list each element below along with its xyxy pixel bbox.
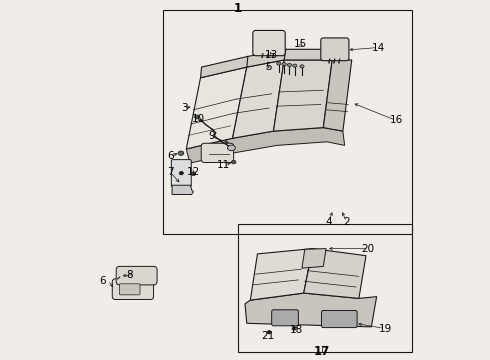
Polygon shape (302, 249, 326, 268)
Text: 11: 11 (217, 160, 230, 170)
Ellipse shape (300, 65, 304, 68)
Text: 4: 4 (325, 217, 332, 227)
FancyBboxPatch shape (271, 310, 298, 326)
Text: 6: 6 (99, 276, 106, 285)
Text: 6: 6 (167, 151, 173, 161)
Text: 16: 16 (390, 116, 403, 126)
FancyBboxPatch shape (253, 31, 285, 56)
Ellipse shape (293, 64, 297, 67)
Polygon shape (323, 60, 352, 131)
Text: 5: 5 (265, 62, 271, 72)
Ellipse shape (282, 63, 286, 66)
Ellipse shape (292, 327, 296, 330)
Polygon shape (304, 249, 366, 298)
Ellipse shape (191, 172, 196, 176)
Bar (238, 224, 412, 352)
Polygon shape (250, 249, 313, 300)
Polygon shape (245, 293, 377, 327)
Text: 1: 1 (234, 2, 242, 15)
Text: 15: 15 (294, 39, 307, 49)
Polygon shape (172, 185, 194, 194)
Text: 17: 17 (314, 345, 330, 357)
FancyBboxPatch shape (120, 284, 140, 295)
FancyBboxPatch shape (112, 279, 153, 300)
Text: 10: 10 (192, 114, 205, 124)
Ellipse shape (178, 151, 184, 156)
Text: 21: 21 (262, 331, 275, 341)
FancyBboxPatch shape (321, 311, 357, 328)
Text: 12: 12 (187, 167, 200, 177)
Ellipse shape (267, 330, 271, 334)
FancyBboxPatch shape (201, 143, 234, 162)
Ellipse shape (231, 160, 236, 164)
Text: 3: 3 (181, 103, 188, 113)
Ellipse shape (179, 171, 183, 175)
Text: 18: 18 (290, 325, 303, 336)
Ellipse shape (277, 62, 281, 65)
Bar (163, 10, 412, 234)
Text: 13: 13 (265, 50, 278, 60)
Polygon shape (233, 60, 284, 138)
FancyBboxPatch shape (172, 159, 191, 187)
FancyBboxPatch shape (321, 38, 349, 61)
FancyBboxPatch shape (116, 266, 157, 285)
Text: 9: 9 (208, 131, 215, 141)
Polygon shape (273, 60, 332, 131)
Text: 8: 8 (126, 270, 133, 280)
Text: 2: 2 (343, 217, 350, 227)
Ellipse shape (227, 145, 235, 151)
Text: 14: 14 (372, 42, 385, 53)
Ellipse shape (195, 115, 199, 119)
Polygon shape (200, 49, 334, 78)
Ellipse shape (287, 63, 292, 67)
Text: 19: 19 (379, 324, 392, 334)
Text: 20: 20 (361, 244, 374, 253)
Polygon shape (186, 127, 344, 163)
Polygon shape (186, 67, 247, 149)
Text: 7: 7 (167, 167, 173, 177)
